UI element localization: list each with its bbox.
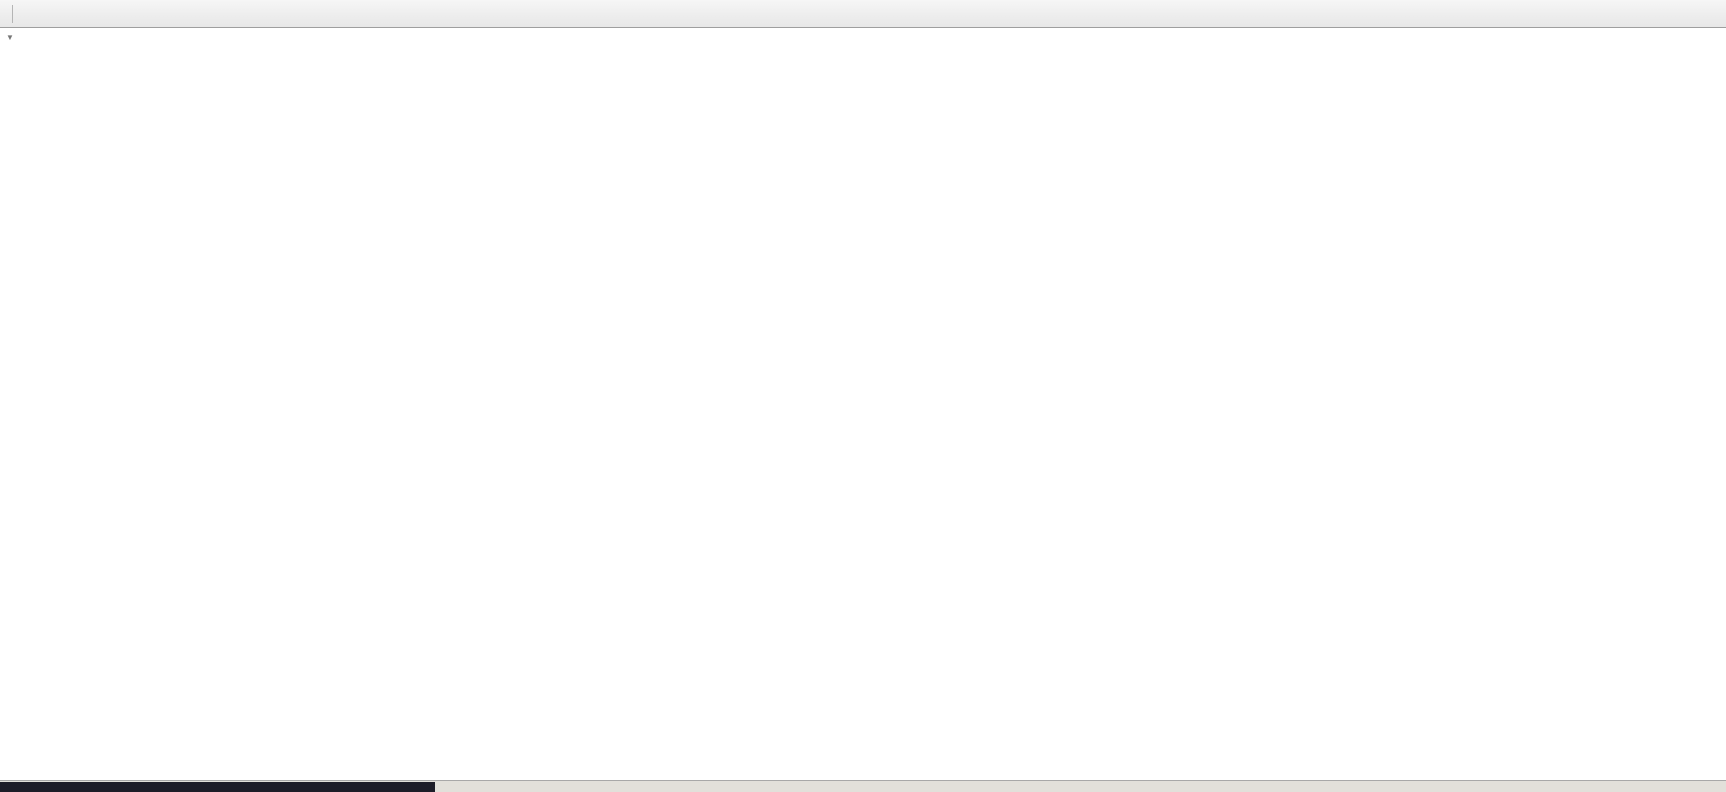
toolbar-separator <box>12 4 13 23</box>
scrollbar-thumb[interactable] <box>0 782 435 792</box>
chart-ohlc-header: ▼ <box>6 31 17 43</box>
price-chart-svg[interactable] <box>0 28 1726 780</box>
chart-marker-icon: ▼ <box>6 33 14 42</box>
horizontal-scrollbar[interactable] <box>0 780 1726 792</box>
toolbar <box>0 0 1726 28</box>
chart-canvas[interactable]: ▼ <box>0 28 1726 780</box>
